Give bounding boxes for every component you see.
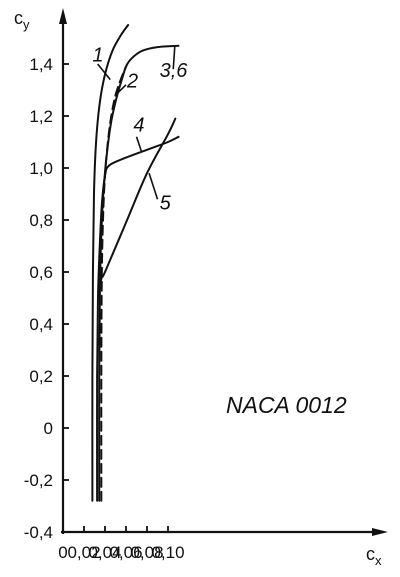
y-tick-label: 1,4: [29, 55, 53, 74]
curve-label: 3,6: [160, 60, 189, 82]
curve-leader-line: [148, 172, 159, 200]
y-axis-title-main: c: [14, 8, 23, 28]
x-axis-arrow-icon: [372, 528, 388, 536]
y-tick-label: -0,4: [24, 523, 53, 542]
series-line-1: [91, 24, 130, 502]
airfoil-annotation: NACA 0012: [226, 392, 347, 418]
x-tick-label: 0,06: [109, 543, 142, 562]
curve-leader-line: [97, 63, 111, 81]
series-line-5: [97, 117, 177, 292]
ticks: -0,4-0,200,20,40,60,81,01,21,40 0,020,040…: [24, 55, 185, 562]
curve-label: 1: [92, 44, 103, 66]
curve-labels: 1 2 3,6 4 5: [92, 44, 188, 214]
series-line-2: [100, 65, 127, 502]
y-tick-label: 0,8: [29, 211, 53, 230]
curve-label: 5: [160, 193, 172, 215]
x-tick-label: 0,08: [130, 543, 163, 562]
curve-leader-line: [114, 84, 127, 96]
curve-label: 2: [126, 70, 138, 92]
y-axis-title: cy: [14, 8, 30, 32]
y-tick-label: -0,2: [24, 471, 53, 490]
x-axis-title-sub: x: [375, 553, 382, 568]
x-axis-title-main: c: [366, 544, 375, 564]
curve-leader-line: [135, 136, 143, 153]
curve-label: 4: [133, 115, 144, 137]
y-tick-label: 0,4: [29, 315, 53, 334]
series-line-4: [96, 135, 180, 502]
y-tick-label: 0: [44, 419, 53, 438]
series-group: [91, 24, 180, 502]
x-axis-title: cx: [366, 544, 382, 568]
y-tick-label: 1,0: [29, 159, 53, 178]
y-tick-label: 1,2: [29, 107, 53, 126]
axes: [59, 8, 388, 536]
x-tick-label: 0,02: [67, 543, 100, 562]
x-tick-label: 0,10: [151, 543, 184, 562]
y-tick-label: 0,2: [29, 367, 53, 386]
y-axis-title-sub: y: [23, 17, 30, 32]
x-tick-label: 0,04: [88, 543, 121, 562]
curve-leader-line: [172, 45, 176, 70]
y-axis-arrow-icon: [59, 8, 67, 24]
y-tick-label: 0,6: [29, 263, 53, 282]
series-line-3-6: [98, 44, 180, 502]
x-tick-label: 0: [58, 543, 67, 562]
